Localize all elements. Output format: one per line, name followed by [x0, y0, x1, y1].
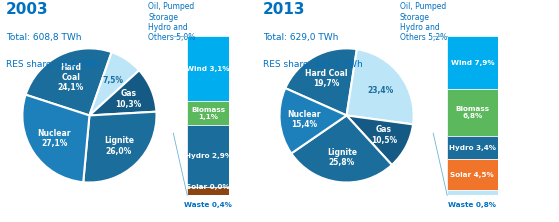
Bar	[447, 36, 498, 89]
Text: Hard
Coal
24,1%: Hard Coal 24,1%	[58, 63, 84, 93]
Text: Nuclear
27,1%: Nuclear 27,1%	[37, 129, 71, 148]
Text: 7,5%: 7,5%	[102, 76, 124, 85]
Bar	[447, 159, 498, 190]
Text: Oil, Pumped
Storage
Hydro and
Others 5,0%: Oil, Pumped Storage Hydro and Others 5,0…	[148, 2, 196, 42]
Text: RES share: 147,1 TWh: RES share: 147,1 TWh	[263, 60, 362, 69]
Text: Lignite
25,8%: Lignite 25,8%	[327, 148, 357, 167]
Text: Hydro 3,4%: Hydro 3,4%	[449, 145, 496, 151]
Text: Solar 4,5%: Solar 4,5%	[451, 172, 494, 178]
Text: 2003: 2003	[6, 2, 48, 17]
Text: Hard Coal
19,7%: Hard Coal 19,7%	[305, 69, 348, 88]
Bar	[447, 136, 498, 159]
Text: Total: 629,0 TWh: Total: 629,0 TWh	[263, 33, 338, 42]
Text: 23,4%: 23,4%	[367, 86, 394, 95]
Bar	[187, 187, 229, 195]
Text: Hydro 2,9%: Hydro 2,9%	[184, 153, 232, 159]
Text: Wind 7,9%: Wind 7,9%	[451, 59, 494, 65]
Wedge shape	[347, 49, 414, 124]
Bar	[187, 125, 229, 187]
Text: Total: 608,8 TWh: Total: 608,8 TWh	[6, 33, 81, 42]
Wedge shape	[26, 48, 112, 115]
Wedge shape	[291, 115, 392, 182]
Text: Lignite
26,0%: Lignite 26,0%	[104, 136, 134, 156]
Text: Solar 0,0%: Solar 0,0%	[186, 184, 230, 190]
Bar	[447, 190, 498, 195]
Text: Gas
10,3%: Gas 10,3%	[115, 89, 141, 109]
Text: Wind 3,1%: Wind 3,1%	[187, 65, 230, 71]
Bar	[187, 36, 229, 101]
Wedge shape	[285, 48, 357, 115]
Text: Waste 0,8%: Waste 0,8%	[448, 202, 496, 208]
Text: 2013: 2013	[263, 2, 305, 17]
Text: RES share: 45,6 TWh: RES share: 45,6 TWh	[6, 60, 100, 69]
Bar	[187, 101, 229, 125]
Wedge shape	[89, 52, 139, 115]
Wedge shape	[347, 115, 413, 165]
Text: Oil, Pumped
Storage
Hydro and
Others 5,2%: Oil, Pumped Storage Hydro and Others 5,2…	[400, 2, 447, 42]
Text: Waste 0,4%: Waste 0,4%	[184, 202, 232, 208]
Wedge shape	[280, 88, 347, 153]
Wedge shape	[83, 112, 157, 182]
Text: Biomass
1,1%: Biomass 1,1%	[191, 107, 225, 120]
Bar	[447, 89, 498, 136]
Text: Gas
10,5%: Gas 10,5%	[371, 125, 397, 145]
Text: Nuclear
15,4%: Nuclear 15,4%	[288, 110, 321, 129]
Wedge shape	[22, 95, 89, 182]
Wedge shape	[89, 70, 157, 115]
Text: Biomass
6,8%: Biomass 6,8%	[455, 106, 490, 119]
